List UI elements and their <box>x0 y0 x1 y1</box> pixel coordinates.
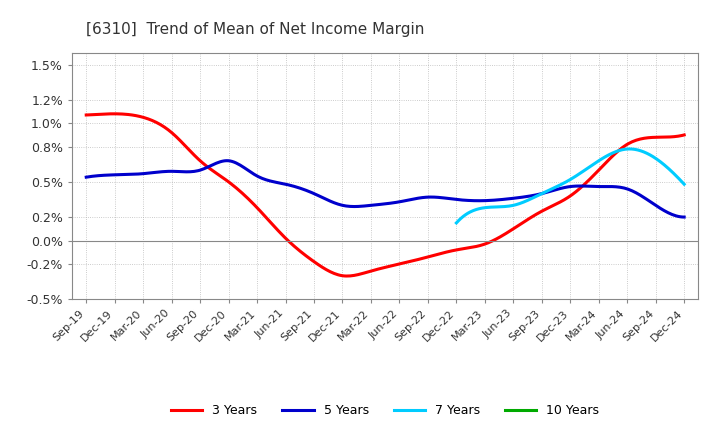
7 Years <box>645 152 654 157</box>
3 Years <box>440 250 449 255</box>
5 Years <box>438 195 446 200</box>
5 Years <box>222 158 230 163</box>
7 Years <box>660 161 668 167</box>
7 Years <box>625 146 634 151</box>
3 Years <box>110 111 119 117</box>
7 Years <box>680 182 688 187</box>
7 Years <box>453 220 462 225</box>
5 Years <box>82 175 91 180</box>
3 Years <box>628 139 636 144</box>
Text: [6310]  Trend of Mean of Net Income Margin: [6310] Trend of Mean of Net Income Margi… <box>86 22 425 37</box>
7 Years <box>587 163 595 169</box>
Line: 3 Years: 3 Years <box>86 114 684 276</box>
3 Years <box>84 112 93 117</box>
5 Years <box>680 214 688 220</box>
Line: 5 Years: 5 Years <box>86 161 684 217</box>
3 Years <box>82 112 91 117</box>
5 Years <box>626 187 634 193</box>
7 Years <box>588 162 596 168</box>
3 Years <box>342 273 351 279</box>
5 Years <box>588 184 596 189</box>
5 Years <box>84 174 93 180</box>
Legend: 3 Years, 5 Years, 7 Years, 10 Years: 3 Years, 5 Years, 7 Years, 10 Years <box>166 399 604 422</box>
3 Years <box>442 249 451 255</box>
5 Years <box>450 197 459 202</box>
7 Years <box>591 160 600 165</box>
3 Years <box>590 172 598 177</box>
7 Years <box>452 220 461 226</box>
3 Years <box>680 132 688 138</box>
3 Years <box>452 247 461 253</box>
5 Years <box>440 195 449 201</box>
Line: 7 Years: 7 Years <box>456 149 684 223</box>
